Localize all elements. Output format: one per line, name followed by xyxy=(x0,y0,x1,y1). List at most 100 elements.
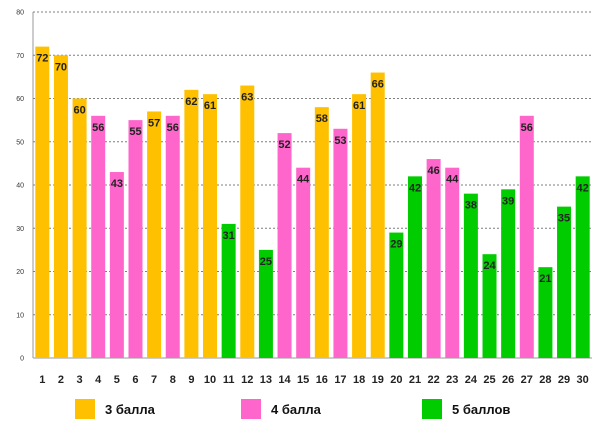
data-label: 72 xyxy=(36,53,48,65)
x-tick-label: 15 xyxy=(297,374,309,386)
data-label: 58 xyxy=(316,113,328,125)
data-label: 39 xyxy=(502,195,514,207)
x-tick-labels: 1 2 3 4 5 6 7 8 9 10 11 12 13 14 15 16 17 18 19 20 21 22 23 24 2… xyxy=(39,374,589,386)
bar xyxy=(557,206,572,358)
data-label: 62 xyxy=(185,96,197,108)
x-tick-label: 16 xyxy=(316,374,328,386)
bar xyxy=(53,55,68,358)
data-label: 61 xyxy=(204,100,216,112)
legend-label-4-points: 4 балла xyxy=(271,401,321,417)
x-tick-label: 8 xyxy=(170,374,176,386)
bar xyxy=(72,98,87,358)
data-label: 31 xyxy=(223,230,235,242)
data-label: 70 xyxy=(55,61,67,73)
data-label: 52 xyxy=(278,139,290,151)
data-label: 56 xyxy=(521,122,533,134)
bar xyxy=(277,133,292,358)
bar xyxy=(165,115,180,358)
data-label: 38 xyxy=(465,200,477,212)
legend-item-4-points: 4 балла xyxy=(241,398,321,420)
bar xyxy=(389,232,404,358)
y-tick-label: 20 xyxy=(16,269,24,276)
bar xyxy=(221,223,236,358)
bar xyxy=(203,94,218,359)
x-tick-label: 9 xyxy=(188,374,194,386)
data-label: 53 xyxy=(334,135,346,147)
x-tick-label: 10 xyxy=(204,374,216,386)
x-tick-label: 30 xyxy=(577,374,589,386)
y-tick-label: 0 xyxy=(20,356,24,363)
x-tick-label: 7 xyxy=(151,374,157,386)
bar xyxy=(128,120,143,358)
data-label: 25 xyxy=(260,256,272,268)
data-label: 44 xyxy=(446,174,459,186)
x-tick-label: 21 xyxy=(409,374,421,386)
bar xyxy=(482,254,497,358)
x-tick-label: 28 xyxy=(539,374,551,386)
bar xyxy=(109,172,124,358)
x-tick-label: 4 xyxy=(95,374,102,386)
bar xyxy=(91,115,106,358)
x-tick-label: 24 xyxy=(465,374,478,386)
legend-item-3-points: 3 балла xyxy=(75,398,155,420)
data-label: 56 xyxy=(167,122,179,134)
bar xyxy=(35,46,50,358)
bar xyxy=(240,85,255,359)
bar xyxy=(519,115,534,358)
bar xyxy=(333,128,348,358)
bar xyxy=(538,267,553,358)
bar xyxy=(501,189,516,358)
data-label: 21 xyxy=(539,273,551,285)
data-label: 43 xyxy=(111,178,123,190)
y-tick-labels: 0 10 20 30 40 50 60 70 80 xyxy=(16,10,24,363)
data-label: 56 xyxy=(92,122,104,134)
x-tick-label: 14 xyxy=(278,374,291,386)
x-tick-label: 29 xyxy=(558,374,570,386)
bars xyxy=(35,46,590,359)
x-tick-label: 6 xyxy=(132,374,138,386)
bar xyxy=(370,72,385,359)
x-tick-label: 2 xyxy=(58,374,64,386)
y-tick-label: 60 xyxy=(16,96,24,103)
x-tick-label: 25 xyxy=(483,374,495,386)
y-tick-label: 70 xyxy=(16,53,24,60)
x-tick-label: 1 xyxy=(39,374,45,386)
bar xyxy=(147,111,162,358)
y-tick-label: 80 xyxy=(16,10,24,17)
data-label: 60 xyxy=(73,105,85,117)
bar xyxy=(296,167,311,358)
legend-label-5-points: 5 баллов xyxy=(452,401,511,417)
x-tick-label: 5 xyxy=(114,374,120,386)
data-label: 46 xyxy=(427,165,439,177)
legend-item-5-points: 5 баллов xyxy=(422,398,510,420)
y-tick-label: 10 xyxy=(16,312,24,319)
bar xyxy=(575,176,590,358)
x-tick-label: 22 xyxy=(427,374,439,386)
data-labels: 72 70 60 56 43 55 57 56 62 61 31 63 25 52 44 58 53 61 66 29… xyxy=(36,53,589,286)
bar xyxy=(426,159,441,358)
bar xyxy=(184,89,199,358)
x-tick-label: 19 xyxy=(372,374,384,386)
x-tick-label: 11 xyxy=(223,374,235,386)
legend-label-3-points: 3 балла xyxy=(105,401,155,417)
x-tick-label: 17 xyxy=(334,374,346,386)
gridlines xyxy=(33,11,592,316)
x-tick-label: 26 xyxy=(502,374,514,386)
y-tick-label: 30 xyxy=(16,226,24,233)
data-label: 24 xyxy=(483,260,496,272)
data-label: 55 xyxy=(129,126,141,138)
data-label: 66 xyxy=(372,79,384,91)
bar xyxy=(463,193,478,358)
y-tick-label: 50 xyxy=(16,139,24,146)
data-label: 63 xyxy=(241,92,253,104)
data-label: 57 xyxy=(148,117,160,129)
y-tick-label: 40 xyxy=(16,183,24,190)
x-tick-label: 18 xyxy=(353,374,365,386)
legend-swatch-5-points xyxy=(422,399,442,419)
bar xyxy=(314,107,329,359)
x-tick-label: 27 xyxy=(521,374,533,386)
data-label: 44 xyxy=(297,174,310,186)
bar xyxy=(352,94,367,359)
data-label: 42 xyxy=(409,182,421,194)
